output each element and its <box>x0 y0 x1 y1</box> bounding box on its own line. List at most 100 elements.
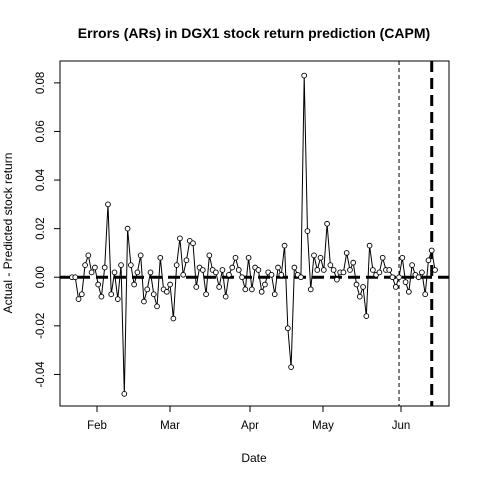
data-point <box>144 286 151 293</box>
data-point <box>281 242 288 249</box>
y-tick-label: -0.02 <box>35 313 47 339</box>
data-point <box>307 286 314 293</box>
data-point <box>105 201 111 208</box>
data-point <box>226 271 232 278</box>
data-point <box>356 293 363 300</box>
data-point <box>314 267 321 273</box>
data-point <box>82 262 88 268</box>
data-point <box>72 274 79 281</box>
data-point <box>88 269 95 276</box>
data-point <box>304 228 311 234</box>
data-point <box>124 225 131 232</box>
data-point <box>239 274 245 281</box>
data-point <box>219 267 226 273</box>
data-point <box>249 286 255 293</box>
data-point <box>334 276 340 283</box>
y-tick-label: 0.06 <box>35 120 47 142</box>
data-point <box>163 288 170 295</box>
data-point <box>131 281 137 288</box>
data-point <box>183 257 190 264</box>
x-axis: Feb Mar Apr May Jun <box>87 406 410 432</box>
data-point <box>222 293 229 300</box>
data-point <box>376 269 383 276</box>
data-point <box>75 296 82 302</box>
data-point <box>347 267 353 273</box>
data-point <box>258 288 265 295</box>
data-point <box>167 281 173 288</box>
data-point <box>432 267 438 273</box>
data-point <box>157 254 164 261</box>
data-point <box>288 364 294 370</box>
data-point <box>232 254 239 261</box>
data-point <box>150 291 157 298</box>
series-errors <box>69 72 438 397</box>
x-tick-label: Apr <box>241 420 259 432</box>
data-point <box>379 254 386 261</box>
data-point <box>363 313 370 319</box>
data-point <box>320 267 327 273</box>
data-point <box>193 284 200 290</box>
data-point <box>108 291 115 298</box>
data-point <box>386 267 393 273</box>
data-point <box>199 267 206 273</box>
data-point <box>242 286 249 293</box>
data-point <box>134 269 141 276</box>
data-point <box>98 293 105 300</box>
data-point <box>425 257 432 264</box>
chart-title: Errors (ARs) in DGX1 stock return predic… <box>78 25 430 41</box>
y-tick-label: 0.04 <box>35 168 47 191</box>
data-point <box>213 269 219 276</box>
data-point <box>298 274 304 281</box>
data-point <box>370 267 376 273</box>
data-point <box>92 264 98 271</box>
data-point <box>353 281 360 288</box>
data-point <box>147 269 154 276</box>
data-point <box>271 291 278 298</box>
data-point <box>268 271 275 278</box>
data-point <box>324 220 330 227</box>
data-point <box>111 269 118 276</box>
data-point <box>101 264 108 271</box>
data-point <box>137 252 144 259</box>
y-tick-label: -0.04 <box>35 361 47 388</box>
data-point <box>366 242 373 249</box>
data-point <box>301 72 308 79</box>
data-point <box>275 264 281 271</box>
data-point <box>78 291 85 298</box>
data-point <box>245 254 252 261</box>
data-point <box>392 284 399 290</box>
x-tick-label: Jun <box>392 420 411 432</box>
data-point <box>190 240 196 247</box>
x-tick-label: May <box>312 420 334 432</box>
data-point <box>343 250 350 256</box>
data-point <box>235 267 242 273</box>
data-point <box>173 262 180 268</box>
data-point <box>170 315 177 322</box>
data-point <box>405 288 412 295</box>
data-point <box>154 303 160 310</box>
data-point <box>409 262 415 268</box>
data-point <box>340 269 347 276</box>
data-point <box>428 247 435 254</box>
data-point <box>229 264 236 271</box>
x-tick-label: Mar <box>160 420 180 432</box>
data-point <box>317 254 324 261</box>
data-point <box>255 267 262 273</box>
x-tick-label: Feb <box>87 420 107 432</box>
series-line <box>72 75 436 394</box>
x-axis-label: Date <box>241 451 267 465</box>
data-point <box>85 252 92 259</box>
data-point <box>419 269 425 276</box>
data-point <box>141 298 147 305</box>
data-point <box>180 271 187 278</box>
data-point <box>330 267 337 273</box>
data-point <box>311 252 317 259</box>
data-point <box>291 264 298 271</box>
plot-frame <box>59 60 450 407</box>
data-point <box>118 262 124 268</box>
data-point <box>399 254 406 261</box>
data-point <box>402 279 409 285</box>
data-point <box>114 296 121 302</box>
data-point <box>262 281 268 288</box>
